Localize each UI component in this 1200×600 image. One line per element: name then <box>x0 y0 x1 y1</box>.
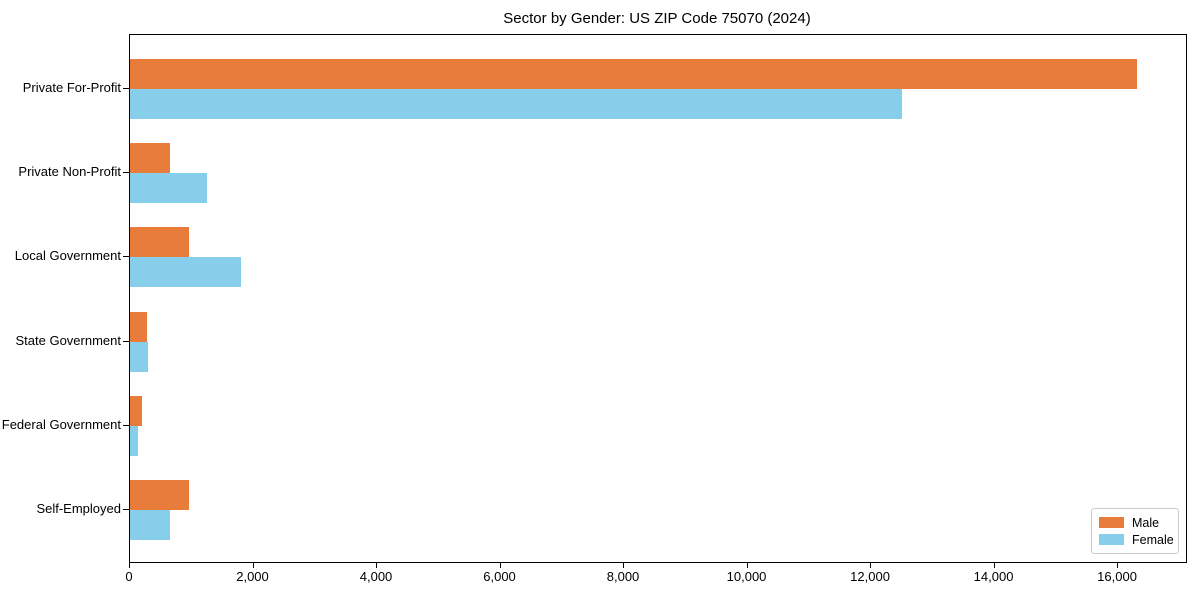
bar-male-5 <box>130 480 189 510</box>
x-tick-label-0: 0 <box>125 569 133 584</box>
legend-item-male: Male <box>1099 514 1171 531</box>
legend-label-female: Female <box>1132 532 1174 547</box>
x-tick-label-5: 10,000 <box>726 569 767 584</box>
y-tick-mark <box>123 340 129 342</box>
x-tick-label-2: 4,000 <box>359 569 393 584</box>
bar-female-1 <box>130 173 208 204</box>
x-tick-mark <box>376 562 378 568</box>
x-tick-label-1: 2,000 <box>236 569 269 584</box>
bar-male-1 <box>130 143 171 174</box>
male-color-swatch <box>1099 517 1124 528</box>
x-tick-label-3: 6,000 <box>483 569 516 584</box>
x-tick-label-7: 14,000 <box>973 569 1014 584</box>
x-tick-mark <box>623 562 625 568</box>
legend-label-male: Male <box>1132 515 1160 530</box>
x-tick-mark <box>499 562 501 568</box>
female-color-swatch <box>1099 534 1124 545</box>
legend-item-female: Female <box>1099 531 1174 548</box>
y-axis-label-5: Self-Employed <box>36 501 121 516</box>
bar-male-2 <box>130 227 190 258</box>
y-tick-mark <box>123 256 129 258</box>
x-tick-label-8: 16,000 <box>1097 569 1137 584</box>
y-tick-mark <box>123 172 129 174</box>
x-tick-label-6: 12,000 <box>850 569 890 584</box>
y-axis-label-4: Federal Government <box>1 416 121 432</box>
plot-area <box>129 34 1187 563</box>
x-tick-label-4: 8,000 <box>606 569 640 584</box>
bar-male-0 <box>130 59 1137 89</box>
y-tick-mark <box>123 88 129 89</box>
y-axis-label-0: Private For-Profit <box>22 80 121 95</box>
bar-female-0 <box>130 89 902 119</box>
bar-male-4 <box>130 395 143 426</box>
bar-female-5 <box>130 510 171 540</box>
x-tick-mark <box>252 562 254 568</box>
bar-female-2 <box>130 257 242 288</box>
y-axis-label-1: Private Non-Profit <box>18 164 121 180</box>
y-tick-mark <box>123 424 129 426</box>
x-tick-mark <box>870 562 872 568</box>
legend: Male Female <box>1091 508 1179 554</box>
y-axis-label-2: Local Government <box>14 248 121 264</box>
x-tick-mark <box>746 562 748 568</box>
bar-female-3 <box>130 341 148 372</box>
chart-title: Sector by Gender: US ZIP Code 75070 (202… <box>503 10 811 27</box>
bar-male-3 <box>130 311 147 342</box>
bar-female-4 <box>130 425 139 456</box>
x-tick-mark <box>1117 562 1119 568</box>
x-tick-mark <box>129 562 130 568</box>
x-tick-mark <box>993 562 995 568</box>
y-axis-label-3: State Government <box>15 332 122 348</box>
y-tick-mark <box>123 509 129 510</box>
